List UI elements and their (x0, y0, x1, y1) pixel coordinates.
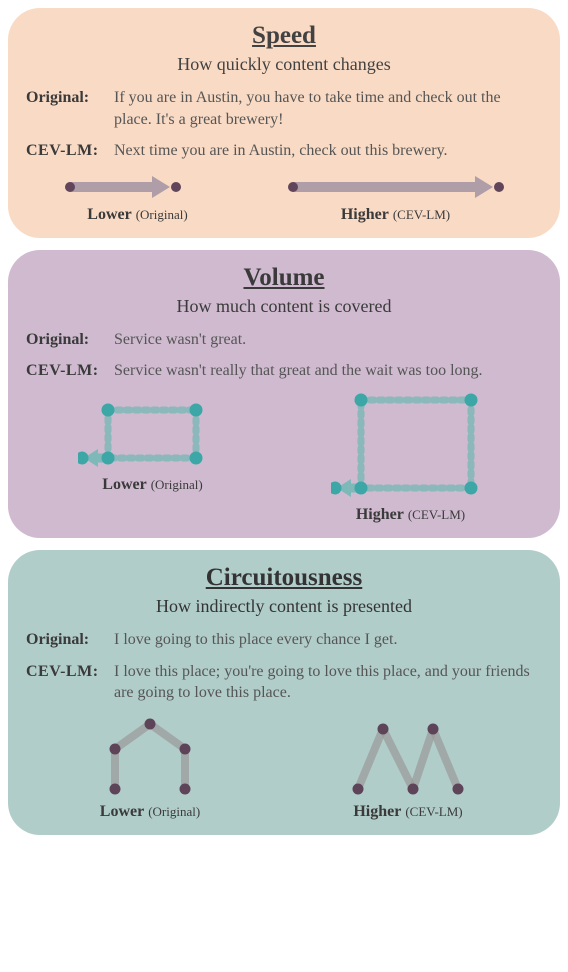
circuit-cevlm-row: CEV-LM: I love this place; you're going … (26, 661, 542, 704)
circuit-original-text: I love going to this place every chance … (114, 629, 542, 651)
volume-subtitle: How much content is covered (26, 296, 542, 317)
original-label: Original: (26, 629, 114, 651)
volume-lower-caption: Lower (Original) (102, 476, 202, 494)
circuit-path-simple (95, 714, 205, 799)
volume-lower-col: Lower (Original) (78, 392, 228, 524)
circuit-card: Circuitousness How indirectly content is… (8, 550, 560, 835)
speed-cevlm-text: Next time you are in Austin, check out t… (114, 140, 542, 162)
circuit-subtitle: How indirectly content is presented (26, 596, 542, 617)
volume-original-row: Original: Service wasn't great. (26, 329, 542, 351)
cevlm-label: CEV-LM: (26, 140, 114, 162)
speed-title: Speed (26, 22, 542, 50)
circuit-higher-caption: Higher (CEV-LM) (353, 803, 462, 821)
circuit-lower-caption: Lower (Original) (100, 803, 200, 821)
cevlm-label: CEV-LM: (26, 661, 114, 704)
speed-arrow-long (281, 172, 511, 202)
speed-arrow-short (58, 172, 218, 202)
speed-higher-col: Higher (CEV-LM) (281, 172, 511, 224)
speed-viz: Lower (Original) Higher (CEV-LM) (26, 172, 542, 224)
circuit-original-row: Original: I love going to this place eve… (26, 629, 542, 651)
circuit-path-complex (343, 714, 473, 799)
volume-original-text: Service wasn't great. (114, 329, 542, 351)
circuit-higher-col: Higher (CEV-LM) (343, 714, 473, 821)
cevlm-label: CEV-LM: (26, 360, 114, 382)
volume-cevlm-row: CEV-LM: Service wasn't really that great… (26, 360, 542, 382)
speed-card: Speed How quickly content changes Origin… (8, 8, 560, 238)
volume-box-large (331, 392, 491, 502)
speed-lower-caption: Lower (Original) (87, 206, 187, 224)
volume-higher-col: Higher (CEV-LM) (331, 392, 491, 524)
speed-lower-col: Lower (Original) (58, 172, 218, 224)
circuit-cevlm-text: I love this place; you're going to love … (114, 661, 542, 704)
speed-subtitle: How quickly content changes (26, 54, 542, 75)
speed-cevlm-row: CEV-LM: Next time you are in Austin, che… (26, 140, 542, 162)
speed-original-row: Original: If you are in Austin, you have… (26, 87, 542, 130)
circuit-lower-col: Lower (Original) (95, 714, 205, 821)
circuit-title: Circuitousness (26, 564, 542, 592)
circuit-viz: Lower (Original) Higher (CEV-LM) (26, 714, 542, 821)
original-label: Original: (26, 329, 114, 351)
original-label: Original: (26, 87, 114, 130)
volume-card: Volume How much content is covered Origi… (8, 250, 560, 538)
speed-higher-caption: Higher (CEV-LM) (341, 206, 450, 224)
speed-original-text: If you are in Austin, you have to take t… (114, 87, 542, 130)
volume-viz: Lower (Original) Higher (CEV-LM) (26, 392, 542, 524)
volume-box-small (78, 392, 228, 472)
volume-higher-caption: Higher (CEV-LM) (356, 506, 465, 524)
volume-cevlm-text: Service wasn't really that great and the… (114, 360, 542, 382)
volume-title: Volume (26, 264, 542, 292)
